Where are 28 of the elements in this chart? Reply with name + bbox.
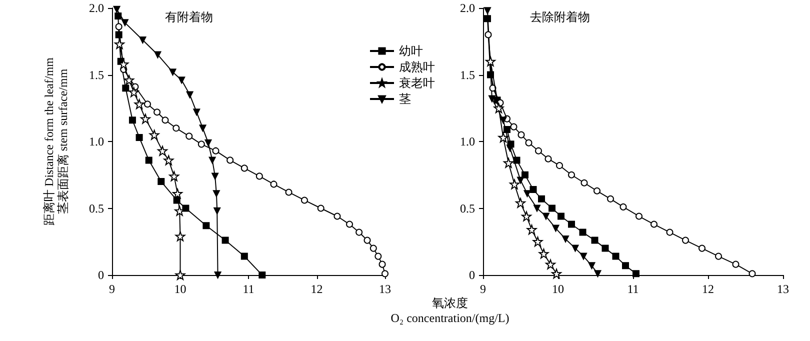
chart-title: 去除附着物: [530, 10, 590, 24]
y-tick-label: 0.5: [89, 201, 104, 216]
y-tick-label: 2.0: [89, 1, 104, 15]
x-tick-label: 9: [109, 282, 115, 296]
y-tick-label: 1.0: [89, 134, 104, 148]
y-tick-label: 1.0: [460, 134, 475, 148]
legend-label: 成熟叶: [399, 60, 435, 74]
x-tick-label: 11: [627, 282, 639, 296]
y-tick-label: 1.5: [460, 68, 475, 82]
y-tick-label: 0.5: [460, 201, 475, 216]
x-tick-label: 10: [552, 282, 564, 296]
x-tick-label: 12: [702, 282, 714, 296]
y-tick-label: 2.0: [460, 1, 475, 15]
y-tick-label: 1.5: [89, 68, 104, 82]
y-tick-label: 0: [469, 268, 475, 282]
x-axis-title: 氧浓度 O₂ concentration/(mg/L): [390, 296, 510, 326]
x-tick-label: 13: [777, 282, 789, 296]
y-axis-title: 距离叶 Distance form the leaf/mm 茎表面距离 stem surface/mm: [42, 56, 70, 226]
legend-label: 幼叶: [399, 44, 423, 58]
x-tick-label: 10: [174, 282, 186, 296]
legend-label: 茎: [399, 92, 411, 106]
x-tick-label: 11: [242, 282, 254, 296]
x-tick-label: 9: [480, 282, 486, 296]
x-tick-label: 13: [379, 282, 391, 296]
legend-label: 衰老叶: [399, 76, 435, 90]
x-tick-label: 12: [310, 282, 323, 296]
y-tick-label: 0: [98, 268, 104, 282]
chart-title: 有附着物: [165, 10, 213, 24]
